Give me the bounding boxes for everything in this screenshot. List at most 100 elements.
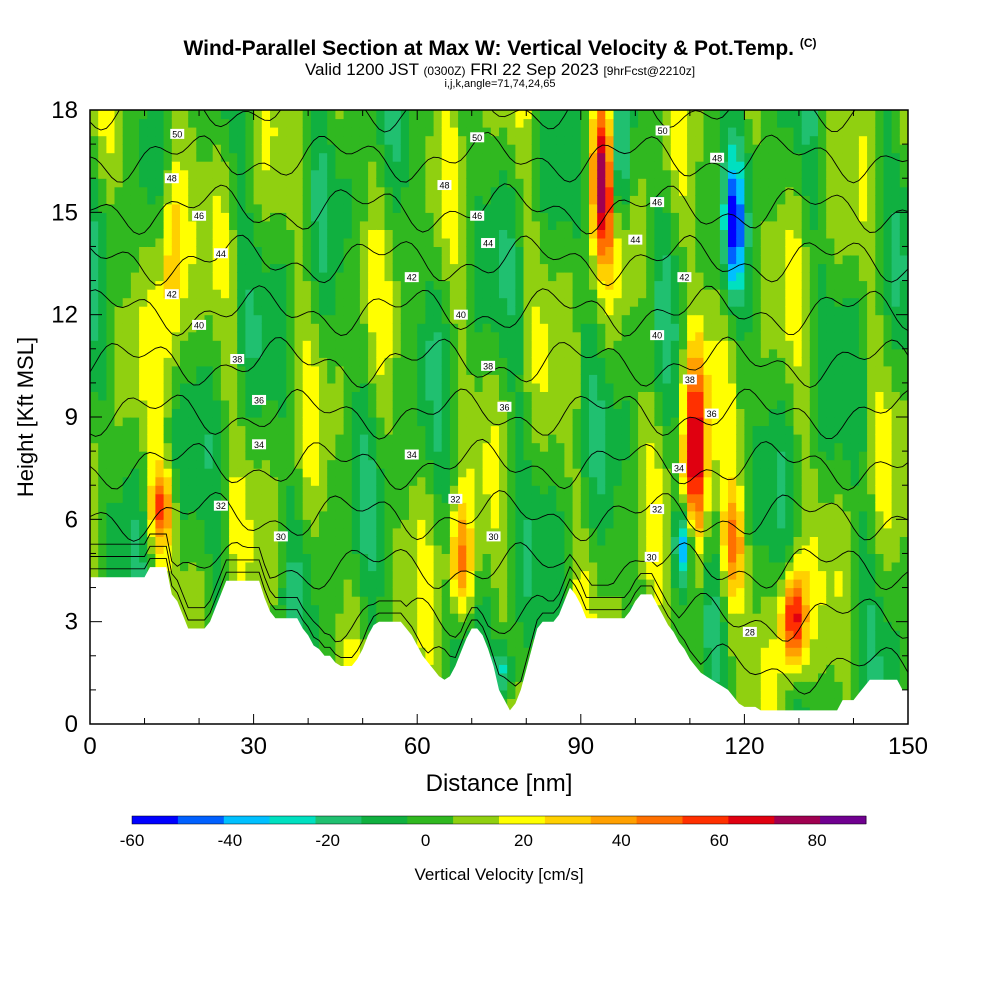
velocity-cell — [294, 135, 304, 145]
velocity-cell — [204, 451, 214, 461]
velocity-cell — [548, 323, 557, 333]
velocity-cell — [220, 323, 230, 333]
velocity-cell — [466, 169, 476, 179]
velocity-cell — [605, 237, 615, 247]
velocity-cell — [449, 425, 459, 435]
velocity-cell — [539, 144, 549, 154]
velocity-cell — [122, 144, 132, 154]
velocity-cell — [163, 553, 173, 563]
velocity-cell — [597, 331, 606, 341]
velocity-cell — [646, 110, 655, 120]
velocity-cell — [98, 297, 107, 307]
velocity-cell — [449, 297, 459, 307]
velocity-cell — [351, 280, 361, 290]
velocity-cell — [106, 357, 116, 367]
velocity-cell — [441, 246, 451, 256]
velocity-cell — [515, 144, 525, 154]
velocity-cell — [400, 365, 410, 375]
velocity-cell — [433, 604, 443, 614]
velocity-cell — [417, 434, 426, 444]
velocity-cell — [319, 135, 328, 145]
velocity-cell — [335, 220, 345, 230]
velocity-cell — [122, 152, 132, 162]
grid-indices-line: i,j,k,angle=71,74,24,65 — [444, 78, 556, 90]
velocity-cell — [523, 220, 533, 230]
velocity-cell — [335, 340, 345, 350]
velocity-cell — [531, 220, 541, 230]
velocity-cell — [441, 510, 451, 520]
velocity-cell — [278, 434, 287, 444]
velocity-cell — [278, 604, 287, 614]
velocity-cell — [425, 323, 435, 333]
velocity-cell — [351, 527, 361, 537]
velocity-cell — [180, 502, 189, 512]
velocity-cell — [237, 280, 246, 290]
velocity-cell — [400, 613, 410, 623]
velocity-cell — [564, 237, 574, 247]
velocity-cell — [188, 229, 197, 239]
velocity-cell — [482, 408, 492, 418]
velocity-cell — [130, 161, 140, 171]
velocity-cell — [564, 417, 574, 427]
velocity-cell — [613, 220, 623, 230]
velocity-cell — [531, 246, 541, 256]
velocity-cell — [114, 186, 124, 196]
velocity-cell — [417, 323, 426, 333]
velocity-cell — [327, 630, 336, 640]
velocity-cell — [589, 280, 598, 290]
velocity-cell — [556, 280, 566, 290]
velocity-cell — [130, 314, 140, 324]
velocity-cell — [515, 476, 525, 486]
velocity-cell — [474, 348, 484, 358]
velocity-cell — [359, 357, 369, 367]
velocity-cell — [302, 485, 312, 495]
velocity-cell — [319, 229, 328, 239]
velocity-cell — [245, 382, 255, 392]
velocity-cell — [171, 306, 181, 316]
velocity-cell — [220, 255, 230, 265]
velocity-cell — [294, 144, 304, 154]
velocity-cell — [310, 579, 320, 589]
velocity-cell — [261, 220, 271, 230]
velocity-cell — [130, 144, 140, 154]
velocity-cell — [286, 502, 296, 512]
velocity-cell — [400, 502, 410, 512]
velocity-cell — [270, 118, 279, 128]
velocity-cell — [212, 408, 222, 418]
velocity-cell — [343, 237, 353, 247]
velocity-cell — [597, 323, 606, 333]
velocity-cell — [515, 638, 525, 648]
velocity-cell — [564, 468, 574, 478]
velocity-cell — [507, 613, 516, 623]
velocity-cell — [171, 476, 181, 486]
velocity-cell — [441, 536, 451, 546]
velocity-cell — [539, 118, 549, 128]
velocity-cell — [122, 263, 132, 273]
velocity-cell — [261, 587, 271, 597]
velocity-cell — [253, 314, 263, 324]
velocity-cell — [229, 212, 238, 222]
velocity-cell — [507, 306, 516, 316]
velocity-cell — [523, 621, 533, 631]
velocity-cell — [646, 289, 655, 299]
velocity-cell — [147, 417, 157, 427]
velocity-cell — [319, 195, 328, 205]
velocity-cell — [261, 127, 271, 137]
velocity-cell — [212, 220, 222, 230]
velocity-cell — [539, 613, 549, 623]
velocity-cell — [253, 118, 263, 128]
velocity-cell — [286, 382, 296, 392]
velocity-cell — [343, 553, 353, 563]
velocity-cell — [490, 485, 500, 495]
velocity-cell — [580, 417, 590, 427]
velocity-cell — [580, 118, 590, 128]
velocity-cell — [474, 382, 484, 392]
velocity-cell — [580, 323, 590, 333]
velocity-cell — [180, 178, 189, 188]
velocity-cell — [253, 195, 263, 205]
velocity-cell — [621, 348, 631, 358]
velocity-cell — [188, 442, 197, 452]
velocity-cell — [245, 510, 255, 520]
velocity-cell — [270, 357, 279, 367]
velocity-cell — [212, 382, 222, 392]
